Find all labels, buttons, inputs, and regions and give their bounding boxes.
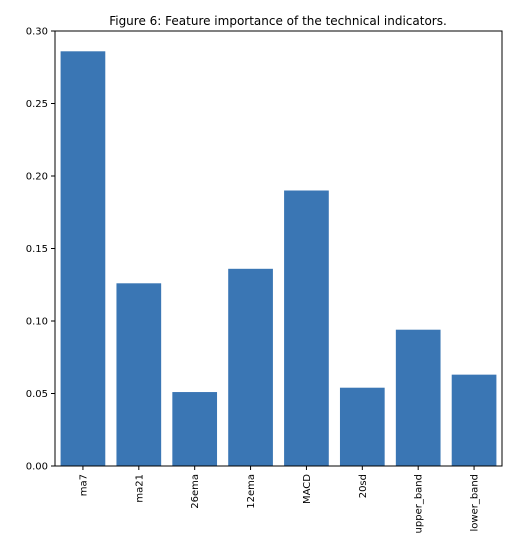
bar-20sd (339, 387, 385, 466)
chart-title: Figure 6: Feature importance of the tech… (109, 14, 447, 28)
y-tick-label: 0.25 (26, 99, 48, 110)
x-tick-label: 26ema (190, 474, 201, 509)
y-tick-label: 0.00 (26, 462, 48, 473)
x-tick-label: 12ema (246, 474, 257, 509)
y-tick-label: 0.10 (26, 317, 48, 328)
y-tick-label: 0.20 (26, 172, 48, 183)
y-tick-label: 0.05 (26, 389, 48, 400)
y-tick-label: 0.15 (26, 244, 48, 255)
bar-12ema (228, 268, 273, 466)
bar-MACD (284, 190, 329, 466)
x-tick-label: ma7 (78, 474, 89, 496)
plot-area (54, 30, 503, 467)
x-tick-label: upper_band (414, 474, 425, 533)
x-tick-label: MACD (302, 474, 313, 504)
x-axis: ma7 ma21 26ema 12ema MACD 20sd upper_band lower… (78, 466, 481, 533)
y-tick-label: 0.30 (26, 27, 48, 38)
y-axis: 0.00 0.05 0.10 0.15 0.20 0.25 0.30 (26, 27, 55, 473)
x-tick-label: lower_band (470, 474, 481, 532)
bar-lower_band (451, 374, 497, 466)
x-tick-label: ma21 (134, 474, 145, 503)
bar-upper_band (395, 329, 441, 466)
bar-ma7 (60, 51, 106, 467)
x-tick-label: 20sd (358, 474, 369, 498)
bar-ma21 (116, 283, 162, 466)
bar-26ema (172, 392, 218, 466)
